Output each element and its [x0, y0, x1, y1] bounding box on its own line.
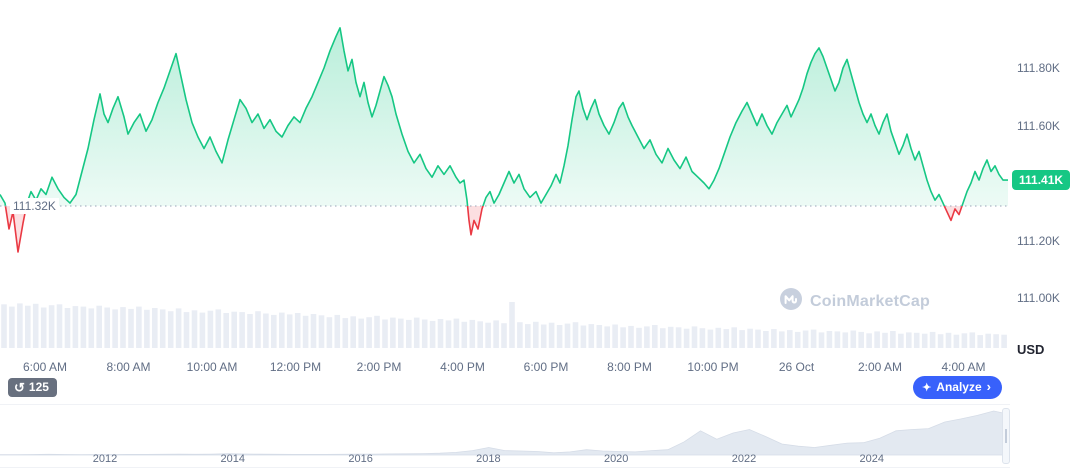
price-area-up [0, 27, 1008, 206]
sparkle-icon: ✦ [922, 381, 932, 394]
history-count: 125 [28, 380, 49, 394]
coinmarketcap-watermark: CoinMarketCap [779, 287, 930, 316]
x-axis: 6:00 AM 8:00 AM 10:00 AM 12:00 PM 2:00 PM 4:0… [0, 352, 1010, 376]
navigator-year-label: 2016 [348, 453, 373, 465]
chevron-right-icon: › [986, 379, 991, 394]
range-navigator[interactable]: 2012 2014 2016 2018 2020 2022 2024 [0, 404, 1010, 468]
x-axis-label: 26 Oct [778, 360, 815, 374]
x-axis-label: 4:00 AM [941, 360, 986, 374]
y-axis-tick: 111.20K [1017, 233, 1060, 248]
navigator-year-label: 2014 [220, 453, 246, 465]
coinmarketcap-logo-icon [779, 287, 803, 316]
y-axis-tick: 111.60K [1017, 118, 1060, 133]
x-axis-label: 6:00 PM [523, 360, 569, 374]
x-axis-label: 10:00 AM [186, 360, 238, 374]
x-axis-label: 2:00 PM [356, 360, 402, 374]
analyze-button[interactable]: ✦ Analyze › [913, 376, 1002, 399]
watermark-text: CoinMarketCap [810, 292, 930, 310]
price-line-up [0, 27, 1008, 206]
navigator-year-label: 2020 [603, 453, 629, 465]
volume-bars [1, 302, 1007, 348]
x-axis-label: 2:00 AM [857, 360, 903, 374]
baseline-price-label: 111.32K [10, 198, 59, 214]
price-chart[interactable] [0, 0, 1010, 350]
x-axis-label: 8:00 PM [607, 360, 652, 374]
current-price-badge: 111.41K [1012, 170, 1071, 191]
x-axis-label: 8:00 AM [106, 360, 151, 374]
history-count-badge[interactable]: ↺ 125 [8, 378, 57, 397]
x-axis-label: 12:00 PM [269, 360, 322, 374]
currency-unit-label: USD [1017, 342, 1045, 357]
x-axis-label: 6:00 AM [22, 360, 68, 374]
history-icon: ↺ [14, 379, 25, 395]
navigator-year-label: 2022 [731, 453, 757, 465]
navigator-area [0, 410, 1010, 456]
analyze-label: Analyze [936, 380, 982, 394]
y-axis: 111.41K USD 111.80K 111.60K 111.20K 111.00K [1010, 0, 1072, 360]
navigator-right-handle[interactable] [1002, 408, 1010, 464]
navigator-year-label: 2024 [859, 453, 885, 465]
x-axis-label: 4:00 PM [440, 360, 485, 374]
price-chart-area: CoinMarketCap 111.32K [0, 0, 1010, 350]
x-axis-label: 10:00 PM [687, 360, 739, 374]
y-axis-tick: 111.00K [1017, 291, 1060, 305]
navigator-year-label: 2018 [476, 453, 501, 465]
navigator-year-label: 2012 [92, 453, 118, 465]
y-axis-tick: 111.80K [1017, 61, 1060, 75]
